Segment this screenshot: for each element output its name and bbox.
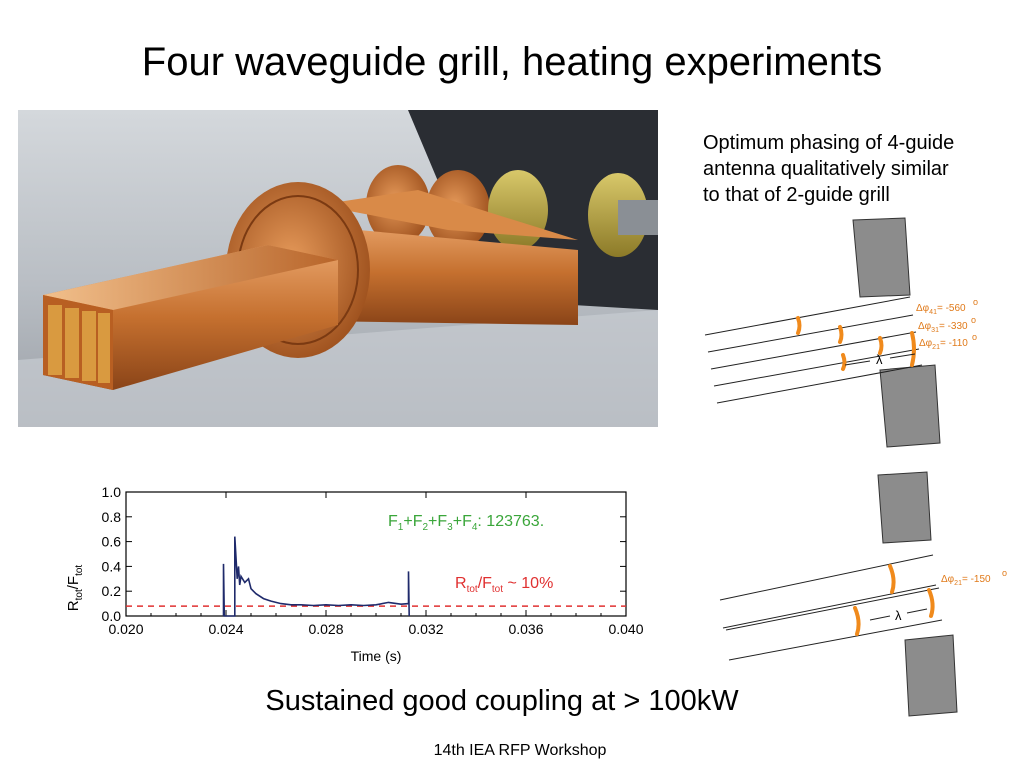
phase-sub: 31 [931,327,939,334]
y-tick-label: 1.0 [102,484,122,500]
y-axis-label: Rtot/Ftot [65,565,85,612]
phase-value-21: = -110 [940,338,968,349]
svg-text:o: o [972,332,977,342]
waveguide-photo [18,110,658,427]
svg-text:o: o [973,297,978,307]
y-tick-label: 0.8 [102,509,122,525]
annotation-flux-sum: F1+F2+F3+F4: 123763. [388,513,544,533]
svg-text:o: o [971,315,976,325]
x-tick-label: 0.020 [108,621,143,637]
x-axis-label: Time (s) [351,648,402,664]
svg-text:o: o [1002,568,1007,578]
x-tick-label: 0.040 [608,621,643,637]
plot-frame [125,491,627,617]
phasing-diagram-2guide: λ Δφ21= -150 o [719,471,1007,717]
x-tick-label: 0.024 [208,621,243,637]
x-tick-label: 0.036 [508,621,543,637]
x-tick-label: 0.032 [408,621,443,637]
x-tick-label: 0.028 [308,621,343,637]
phase-sub: 41 [929,309,937,316]
footer: 14th IEA RFP Workshop [433,742,607,759]
lambda-label: λ [876,352,883,367]
note-line: antenna qualitatively similar [703,158,949,180]
note-line: Optimum phasing of 4-guide [703,132,955,154]
svg-text:Δφ21= -110: Δφ21= -110 [919,338,968,351]
svg-text:Δφ31= -330: Δφ31= -330 [918,321,968,334]
annotation-ratio: Rtot/Ftot ~ 10% [455,575,553,595]
y-tick-label: 0.6 [102,534,122,550]
svg-text:Rtot/Ftot: Rtot/Ftot [65,565,85,612]
lambda-label: λ [895,608,902,623]
phasing-note: Optimum phasing of 4-guide antenna quali… [703,130,1023,208]
y-tick-label: 0.2 [102,583,122,599]
y-tick-label: 0.4 [102,558,122,574]
phase-sub: 21 [954,580,962,587]
phase-value-41: = -560 [937,303,966,314]
reflection-chart: Rtot/Ftot 0.020 0.024 0.028 0.032 0.036 0.040… [65,484,644,664]
y-tick-label: 0.0 [102,608,122,624]
slide-title: Four waveguide grill, heating experiment… [141,40,883,84]
subtitle: Sustained good coupling at > 100kW [265,685,739,717]
svg-text:Δφ21= -150: Δφ21= -150 [941,574,991,587]
series-line [222,536,410,617]
note-line: to that of 2-guide grill [703,184,890,206]
svg-text:Δφ41= -560: Δφ41= -560 [916,303,966,316]
phasing-diagram-4guide: λ Δφ41= -560 Δφ31= -330 Δφ21= -110 ooo [704,217,978,448]
phase-value-31: = -330 [939,321,968,332]
phase-sub: 21 [932,344,940,351]
phase-value-21: = -150 [962,574,991,585]
